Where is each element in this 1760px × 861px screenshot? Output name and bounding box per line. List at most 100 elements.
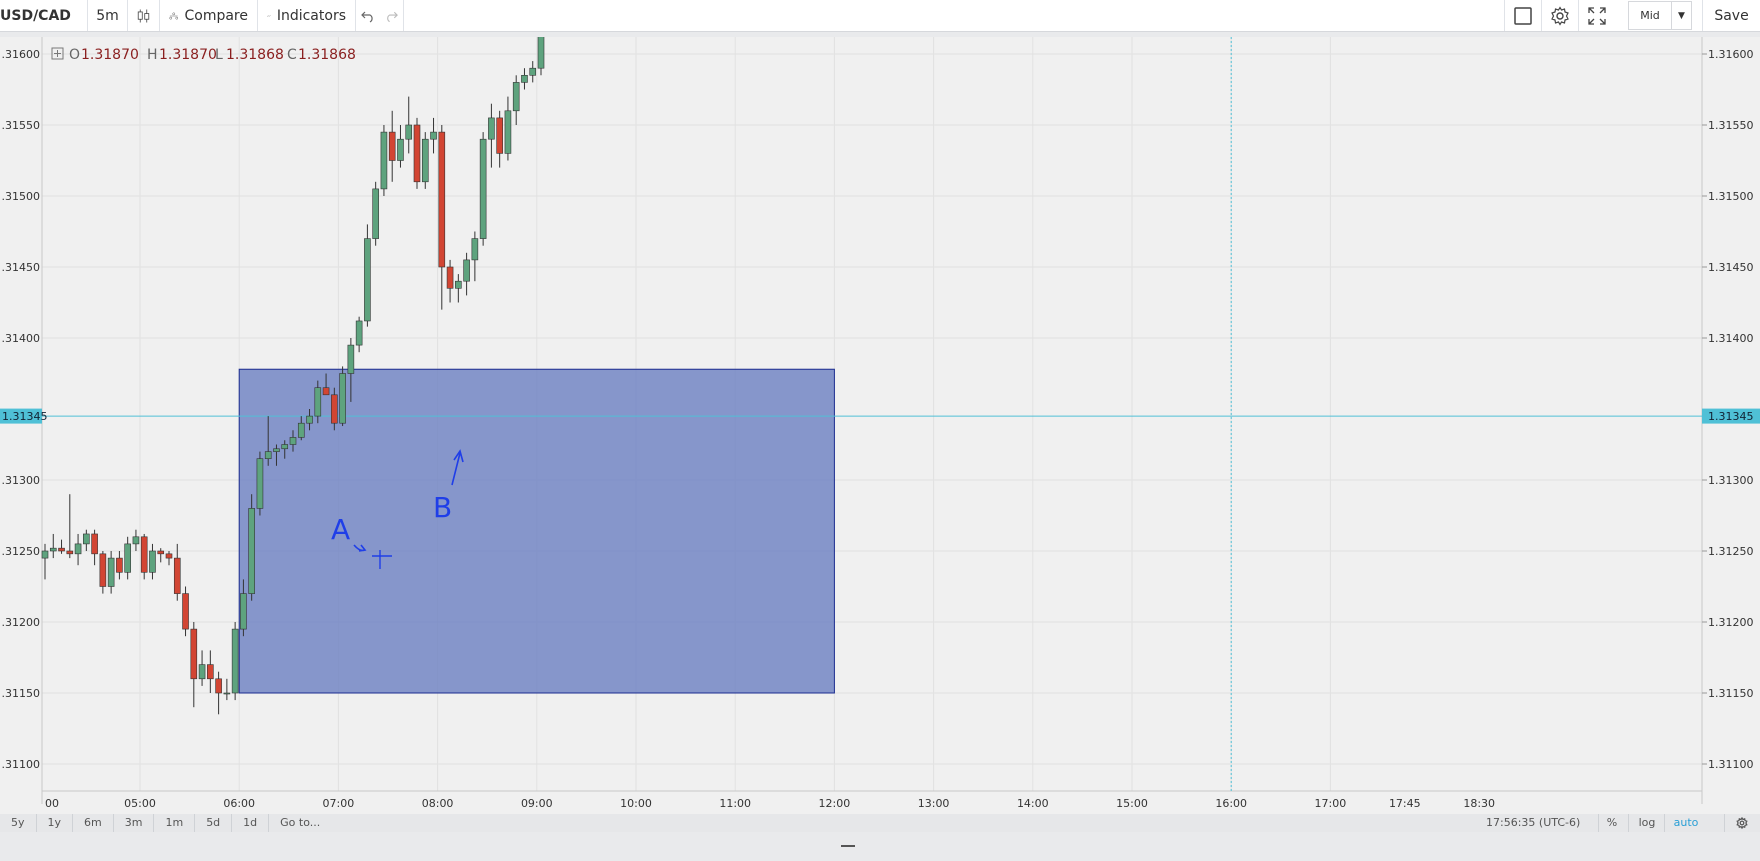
expand-button[interactable] [1578, 0, 1614, 31]
chart-area[interactable]: .32000.31950.31900.31850.31800.31750.317… [0, 0, 1760, 814]
legend-high-value: 1.31870 [159, 47, 217, 63]
annotation-a-arrow [353, 544, 367, 552]
candle [380, 125, 388, 196]
legend-close-label: C [287, 47, 297, 63]
candle-body [529, 67, 537, 76]
candle [107, 551, 115, 594]
save-button[interactable]: Save [1702, 0, 1760, 31]
range-5y-button[interactable]: 5y [0, 814, 37, 832]
candle-body [157, 550, 165, 555]
candle-body [182, 593, 189, 630]
price-label-right: 1.31300 [1708, 474, 1754, 487]
annotation-b-arrow [451, 449, 464, 486]
price-label-left: .31550 [2, 119, 41, 132]
candle-body [124, 543, 131, 573]
candle-body [322, 387, 330, 396]
candle-body [446, 266, 454, 289]
candle [446, 259, 454, 303]
candle [264, 416, 272, 466]
top-toolbar: USD/CAD 5m Compare Indicators [0, 0, 1760, 32]
compare-button[interactable]: Compare [160, 0, 258, 31]
candle-body [248, 508, 255, 594]
redo-button[interactable] [380, 0, 404, 31]
range-5d-button[interactable]: 5d [195, 814, 233, 832]
time-label: 12:00 [819, 797, 851, 810]
candle [124, 536, 131, 580]
candle [471, 231, 479, 282]
candle-body [149, 550, 156, 573]
indicators-button[interactable]: Indicators [258, 0, 356, 31]
candle [306, 409, 313, 431]
annotation-a-tick [372, 550, 392, 569]
candle-body [198, 664, 206, 680]
panel-resize-handle[interactable] [841, 845, 855, 847]
candle-body [314, 387, 322, 417]
candle-body [83, 533, 90, 545]
candle [58, 539, 65, 554]
time-label: 07:00 [323, 797, 355, 810]
candle [223, 678, 231, 701]
fullscreen-box-button[interactable] [1504, 0, 1540, 31]
scale-settings-button[interactable] [1724, 814, 1759, 832]
settings-button[interactable] [1541, 0, 1577, 31]
indicators-icon [267, 14, 271, 17]
candle [339, 366, 346, 427]
candle [322, 373, 330, 396]
time-label: 17:00 [1315, 797, 1347, 810]
candle-body [140, 536, 148, 573]
time-label: 16:00 [1215, 797, 1247, 810]
candle-body [331, 394, 338, 424]
price-type-select[interactable]: Mid ▼ [1628, 1, 1692, 30]
range-1d-button[interactable]: 1d [232, 814, 270, 832]
interval-label: 5m [96, 7, 119, 24]
candle [198, 650, 206, 686]
candle-body [463, 259, 470, 282]
range-1m-button[interactable]: 1m [154, 814, 196, 832]
candle-body [223, 692, 231, 695]
candle-body [91, 533, 98, 555]
candle-body [537, 0, 545, 69]
time-label: 13:00 [918, 797, 950, 810]
candle-body [438, 131, 446, 268]
range-1y-button[interactable]: 1y [37, 814, 74, 832]
candle-body [364, 238, 371, 322]
candle-body [504, 110, 512, 154]
candle [248, 494, 255, 601]
candle-body [455, 280, 462, 289]
candle [140, 533, 148, 580]
candle [231, 622, 239, 701]
candle-body [58, 547, 65, 552]
indicators-label: Indicators [276, 7, 346, 24]
range-3m-button[interactable]: 3m [114, 814, 155, 832]
redo-icon [387, 11, 398, 22]
legend-high-label: H [147, 47, 158, 63]
goto-button[interactable]: Go to... [280, 816, 321, 829]
symbol-search[interactable]: USD/CAD [0, 0, 88, 31]
chart-canvas[interactable]: .32000.31950.31900.31850.31800.31750.317… [0, 0, 1760, 814]
log-toggle[interactable]: log [1628, 814, 1665, 832]
highlight-rectangle[interactable] [238, 368, 835, 694]
chevron-down-icon: ▼ [1678, 10, 1685, 21]
price-label-left: .31450 [2, 261, 41, 274]
candle [455, 274, 462, 303]
candle-body [372, 188, 379, 239]
collapse-legend-icon[interactable] [51, 47, 64, 60]
gear-icon [1736, 816, 1748, 830]
legend-open-label: O [69, 47, 80, 63]
auto-toggle[interactable]: auto [1664, 814, 1707, 832]
price-label-right: 1.31100 [1708, 758, 1754, 771]
crosshair-price-label-right: 1.31345 [1708, 410, 1754, 423]
time-labels: 00 05:00 06:00 07:00 08:00 09:00 10:00 11:00 12:… [45, 797, 1495, 810]
time-label: 08:00 [422, 797, 454, 810]
left-price-labels: .32000.31950.31900.31850.31800.31750.317… [2, 48, 41, 771]
chart-style-button[interactable] [128, 0, 160, 31]
undo-button[interactable] [356, 0, 380, 31]
percent-toggle[interactable]: % [1598, 814, 1625, 832]
annotation-b: B [433, 491, 452, 524]
compare-icon [169, 12, 179, 19]
interval-button[interactable]: 5m [88, 0, 128, 31]
candle [421, 132, 429, 189]
candle-body [215, 678, 222, 694]
annotation-a: A [331, 513, 350, 546]
range-6m-button[interactable]: 6m [73, 814, 114, 832]
